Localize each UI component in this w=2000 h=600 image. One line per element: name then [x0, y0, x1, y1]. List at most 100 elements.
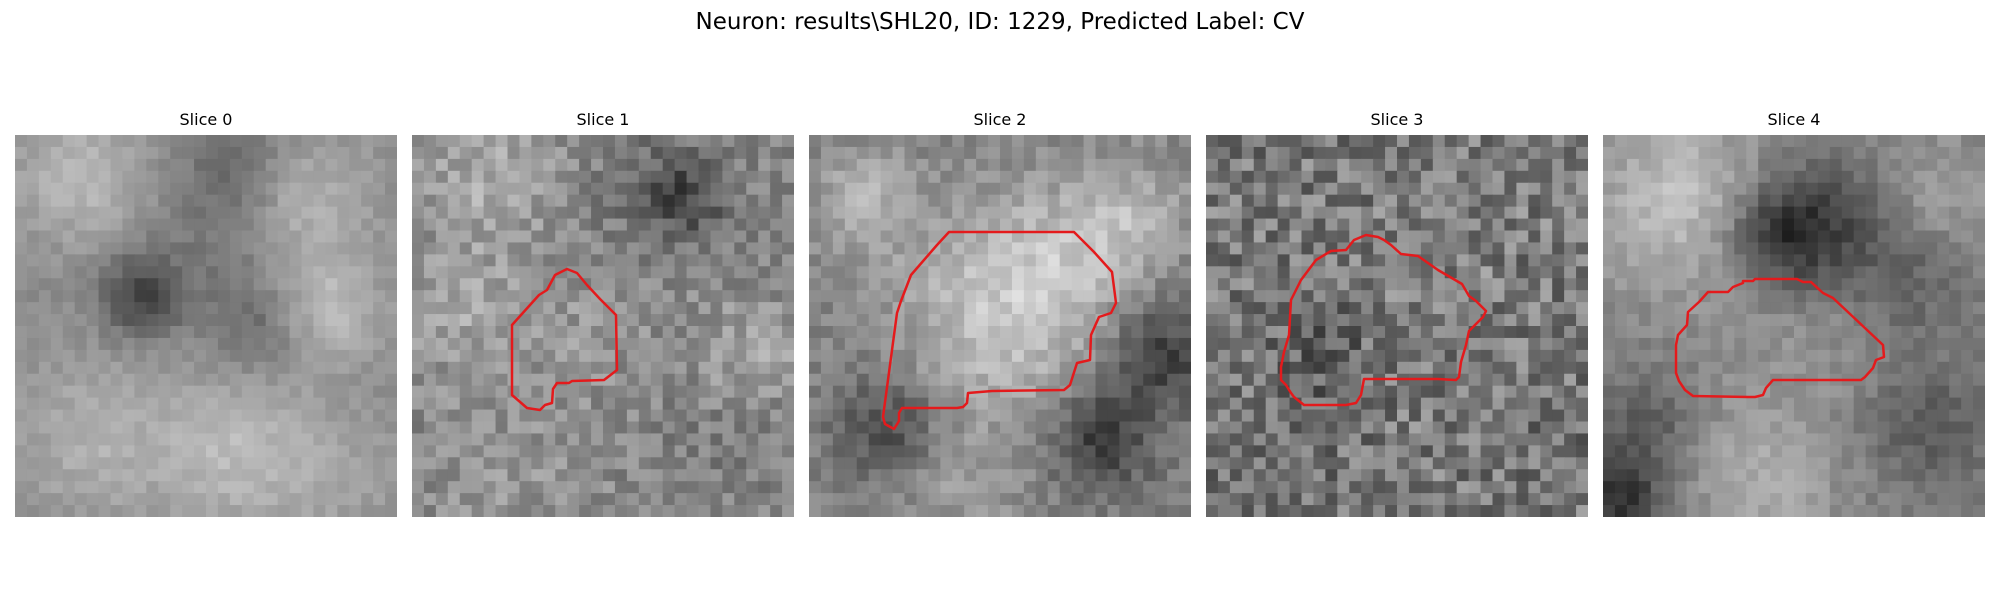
pixel: [1973, 254, 1985, 267]
pixel: [1385, 481, 1398, 494]
pixel: [385, 302, 397, 315]
pixel: [832, 445, 846, 458]
pixel: [483, 361, 497, 375]
pixel: [1540, 314, 1553, 327]
pixel: [1576, 135, 1588, 148]
pixel: [603, 409, 616, 423]
pixel: [519, 218, 532, 232]
pixel: [447, 409, 461, 423]
pixel: [1071, 314, 1085, 327]
pixel: [217, 254, 231, 267]
pixel: [1650, 254, 1664, 267]
pixel: [1674, 457, 1688, 470]
pixel: [471, 493, 485, 506]
pixel: [1829, 230, 1843, 244]
pixel: [650, 278, 664, 291]
pixel: [301, 254, 315, 267]
pixel: [277, 397, 291, 411]
pixel: [1480, 254, 1494, 267]
pixel: [674, 505, 688, 517]
pixel: [1143, 135, 1156, 148]
pixel: [1313, 158, 1326, 172]
pixel: [626, 290, 640, 303]
pixel: [1626, 433, 1640, 446]
pixel: [1011, 290, 1025, 303]
pixel: [1913, 302, 1926, 315]
pixel: [1626, 385, 1640, 399]
pixel: [1011, 206, 1025, 220]
pixel: [1083, 314, 1097, 327]
pixel: [1949, 337, 1962, 351]
pixel: [1456, 182, 1470, 196]
pixel: [555, 242, 568, 255]
pixel: [1877, 373, 1891, 387]
pixel: [1973, 314, 1985, 327]
pixel: [447, 361, 461, 375]
pixel: [1889, 361, 1903, 375]
pixel: [1023, 170, 1037, 184]
pixel: [1420, 182, 1434, 196]
pixel: [1155, 158, 1168, 172]
pixel: [62, 242, 76, 255]
pixel: [1253, 290, 1267, 303]
pixel: [325, 170, 338, 184]
pixel: [1107, 146, 1120, 160]
pixel: [1877, 135, 1891, 148]
pixel: [1468, 481, 1482, 494]
pixel: [591, 326, 604, 339]
pixel: [1385, 266, 1398, 279]
pixel: [1698, 326, 1712, 339]
pixel: [734, 290, 747, 303]
pixel: [1011, 385, 1025, 399]
pixel: [531, 397, 544, 411]
pixel: [722, 146, 735, 160]
pixel: [313, 146, 326, 160]
pixel: [1289, 314, 1303, 327]
pixel: [686, 337, 700, 351]
pixel: [1710, 266, 1723, 279]
pixel: [782, 349, 794, 363]
pixel: [1516, 421, 1529, 435]
pixel: [734, 397, 747, 411]
pixel: [483, 206, 497, 220]
pixel: [38, 170, 52, 184]
pixel: [50, 278, 64, 291]
pixel: [1782, 326, 1795, 339]
pixel: [194, 349, 207, 363]
pixel: [15, 433, 28, 446]
pixel: [110, 409, 124, 423]
pixel: [412, 361, 425, 375]
pixel: [916, 314, 929, 327]
pixel: [856, 481, 870, 494]
pixel: [495, 397, 509, 411]
pixel: [674, 493, 688, 506]
pixel: [1119, 421, 1132, 435]
pixel: [229, 493, 243, 506]
pixel: [1516, 481, 1529, 494]
pixel: [1229, 457, 1243, 470]
pixel: [1492, 349, 1506, 363]
pixel: [856, 218, 870, 232]
pixel: [809, 349, 822, 363]
pixel: [626, 230, 640, 244]
pixel: [1217, 469, 1231, 482]
pixel: [758, 457, 771, 470]
pixel: [856, 469, 870, 482]
pixel: [650, 170, 664, 184]
pixel: [62, 445, 76, 458]
pixel: [1313, 135, 1326, 148]
pixel: [1468, 135, 1482, 148]
pixel: [1217, 385, 1231, 399]
pixel: [1023, 242, 1037, 255]
pixel: [603, 146, 616, 160]
pixel: [1949, 361, 1962, 375]
pixel: [1770, 218, 1783, 232]
pixel: [1119, 194, 1132, 208]
pixel: [423, 397, 437, 411]
pixel: [1528, 349, 1541, 363]
pixel: [734, 409, 747, 423]
pixel: [495, 206, 509, 220]
pixel: [1217, 337, 1231, 351]
pixel: [229, 314, 243, 327]
pixel: [591, 206, 604, 220]
